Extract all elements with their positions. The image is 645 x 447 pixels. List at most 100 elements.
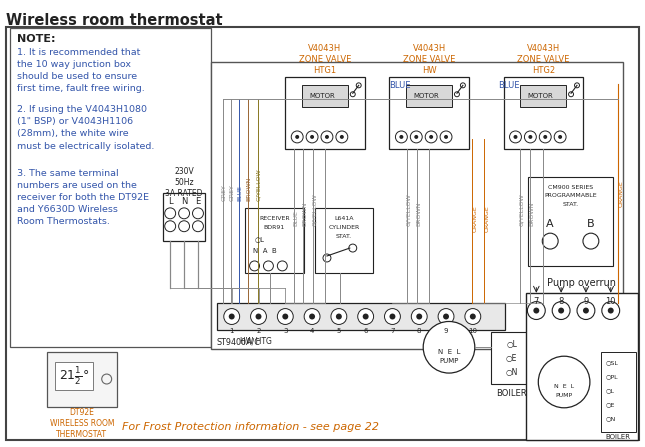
- Text: ST9400A/C: ST9400A/C: [217, 337, 261, 346]
- Circle shape: [438, 308, 454, 325]
- Circle shape: [283, 313, 288, 320]
- Text: 10: 10: [468, 329, 477, 334]
- Text: 5: 5: [337, 329, 341, 334]
- Text: DT92E
WIRELESS ROOM
THERMOSTAT: DT92E WIRELESS ROOM THERMOSTAT: [50, 408, 114, 439]
- Text: BROWN: BROWN: [302, 201, 307, 226]
- Text: ○SL: ○SL: [606, 360, 619, 365]
- Text: 1: 1: [230, 329, 234, 334]
- Text: BLUE: BLUE: [390, 81, 411, 90]
- Bar: [244, 208, 304, 273]
- Text: 6: 6: [363, 329, 368, 334]
- Circle shape: [340, 135, 344, 139]
- Circle shape: [224, 308, 240, 325]
- Circle shape: [179, 221, 190, 232]
- Circle shape: [528, 135, 532, 139]
- Circle shape: [336, 313, 342, 320]
- Text: N  E  L: N E L: [438, 349, 461, 355]
- Text: L: L: [168, 198, 172, 207]
- Circle shape: [250, 308, 266, 325]
- Text: 7: 7: [533, 297, 539, 306]
- Text: HW HTG: HW HTG: [239, 337, 272, 346]
- Circle shape: [306, 131, 318, 143]
- Circle shape: [277, 308, 293, 325]
- Text: GREY: GREY: [230, 184, 235, 201]
- Circle shape: [192, 208, 203, 219]
- Circle shape: [558, 135, 562, 139]
- Circle shape: [552, 302, 570, 320]
- Circle shape: [321, 131, 333, 143]
- Text: BROWN: BROWN: [530, 201, 534, 226]
- Circle shape: [425, 131, 437, 143]
- Circle shape: [164, 208, 175, 219]
- Text: V4043H
ZONE VALVE
HTG2: V4043H ZONE VALVE HTG2: [517, 44, 570, 76]
- Text: ○L: ○L: [255, 236, 264, 242]
- Bar: [390, 77, 469, 149]
- Circle shape: [412, 308, 427, 325]
- Bar: [47, 352, 117, 407]
- Bar: [285, 77, 364, 149]
- Text: BOILER: BOILER: [496, 389, 527, 398]
- Text: 230V
50Hz
3A RATED: 230V 50Hz 3A RATED: [165, 167, 203, 198]
- Text: PROGRAMMABLE: PROGRAMMABLE: [544, 194, 597, 198]
- Bar: [521, 85, 566, 107]
- Circle shape: [309, 313, 315, 320]
- Circle shape: [524, 131, 537, 143]
- Circle shape: [443, 313, 449, 320]
- Circle shape: [410, 131, 422, 143]
- Circle shape: [470, 313, 476, 320]
- Circle shape: [429, 135, 433, 139]
- Text: G/YELLOW: G/YELLOW: [519, 193, 524, 226]
- Circle shape: [331, 308, 347, 325]
- Text: ○PL: ○PL: [606, 374, 619, 379]
- Text: MOTOR: MOTOR: [309, 93, 335, 99]
- Circle shape: [583, 308, 589, 313]
- Circle shape: [539, 356, 590, 408]
- Text: ○N: ○N: [505, 368, 518, 377]
- Circle shape: [416, 313, 422, 320]
- Circle shape: [250, 261, 259, 271]
- Circle shape: [358, 308, 373, 325]
- Circle shape: [414, 135, 418, 139]
- Circle shape: [528, 302, 545, 320]
- Text: V4043H
ZONE VALVE
HW: V4043H ZONE VALVE HW: [403, 44, 455, 76]
- Bar: [600, 352, 635, 432]
- Circle shape: [444, 135, 448, 139]
- Text: ○E: ○E: [506, 354, 517, 363]
- Bar: [163, 194, 205, 241]
- Circle shape: [390, 313, 395, 320]
- Text: N  A  B: N A B: [253, 248, 276, 254]
- Circle shape: [384, 308, 401, 325]
- Circle shape: [513, 135, 517, 139]
- Text: STAT.: STAT.: [336, 234, 352, 239]
- Text: N: N: [181, 198, 187, 207]
- Circle shape: [164, 221, 175, 232]
- Circle shape: [554, 131, 566, 143]
- Circle shape: [277, 261, 287, 271]
- Text: 2: 2: [256, 329, 261, 334]
- Circle shape: [399, 135, 403, 139]
- Text: BLUE: BLUE: [237, 185, 243, 201]
- Circle shape: [336, 131, 348, 143]
- Text: E: E: [195, 198, 201, 207]
- Text: G/YELLOW: G/YELLOW: [257, 169, 261, 201]
- Circle shape: [608, 308, 613, 313]
- Bar: [315, 208, 373, 273]
- Text: PUMP: PUMP: [555, 393, 573, 398]
- Bar: [528, 177, 613, 266]
- Bar: [55, 362, 93, 390]
- Circle shape: [543, 135, 547, 139]
- Circle shape: [295, 135, 299, 139]
- Text: A: A: [546, 219, 554, 229]
- Text: 10: 10: [606, 297, 616, 306]
- Text: NOTE:: NOTE:: [17, 34, 56, 44]
- Text: L641A: L641A: [334, 216, 353, 221]
- Text: CYLINDER: CYLINDER: [328, 225, 359, 230]
- Circle shape: [533, 308, 539, 313]
- Circle shape: [304, 308, 320, 325]
- Text: ORANGE: ORANGE: [619, 180, 624, 207]
- Text: ORANGE: ORANGE: [473, 205, 478, 232]
- Text: BLUE: BLUE: [293, 210, 298, 226]
- Text: BDR91: BDR91: [264, 225, 285, 230]
- Circle shape: [558, 308, 564, 313]
- Text: 4: 4: [310, 329, 314, 334]
